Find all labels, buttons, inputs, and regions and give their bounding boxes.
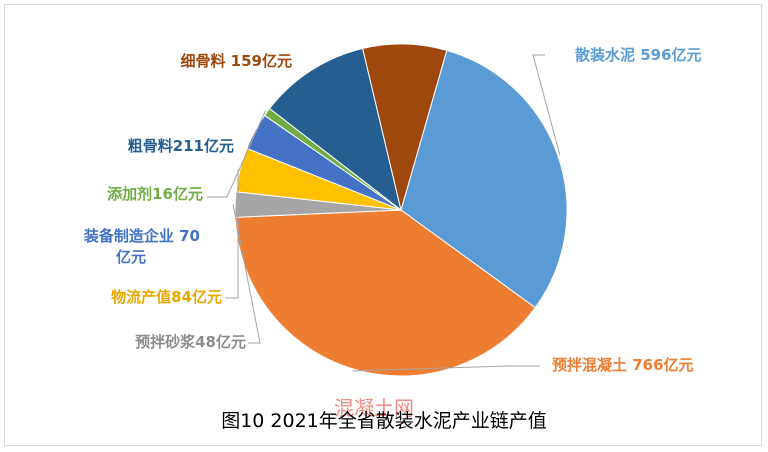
data-label-4: 物流产值84亿元: [111, 288, 222, 306]
data-label-2: 预拌混凝土 766亿元: [552, 356, 694, 374]
leader-line-1: [532, 54, 561, 156]
data-label-5: 装备制造企业 70 亿元: [83, 227, 200, 266]
pie-slice-8: [362, 43, 448, 212]
leader-line-2: [352, 365, 540, 372]
pie-slices: [234, 43, 568, 377]
data-label-1: 散装水泥 596亿元: [575, 46, 702, 64]
data-label-8: 细骨料 159亿元: [180, 52, 292, 70]
leader-line-3: [232, 204, 261, 344]
pie-slice-7: [268, 47, 402, 212]
figure-caption: 图10 2021年全省散装水泥产业链产值: [221, 410, 547, 432]
leader-line-6: [207, 110, 266, 198]
leader-lines: [207, 54, 561, 372]
chart-frame: [4, 4, 762, 446]
watermark: 混凝土网: [334, 396, 414, 420]
data-label-6: 添加剂16亿元: [107, 185, 203, 203]
leader-line-4: [225, 169, 239, 299]
pie-slice-1: [400, 49, 568, 309]
data-label-7: 粗骨料211亿元: [128, 137, 234, 155]
data-label-3: 预拌砂浆48亿元: [135, 333, 246, 351]
